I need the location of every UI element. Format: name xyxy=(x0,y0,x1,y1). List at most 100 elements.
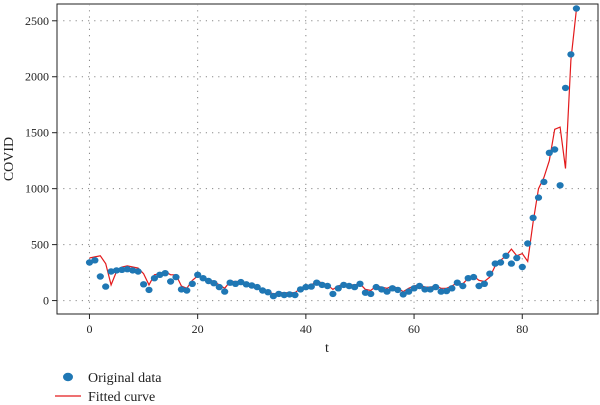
data-point xyxy=(497,259,505,266)
data-point xyxy=(313,279,321,286)
data-point xyxy=(464,275,472,282)
data-point xyxy=(226,279,234,286)
data-point xyxy=(183,287,191,294)
data-point xyxy=(567,51,575,58)
data-point xyxy=(351,283,359,291)
data-point xyxy=(286,291,294,298)
y-axis: 0 500 1000 1500 2000 2500 xyxy=(25,14,57,308)
data-point xyxy=(259,287,267,294)
data-point xyxy=(361,289,369,296)
data-point xyxy=(491,260,499,267)
data-point xyxy=(405,288,413,295)
data-point xyxy=(334,285,342,292)
data-point xyxy=(399,291,407,298)
data-point xyxy=(112,267,121,274)
data-point xyxy=(367,290,375,298)
data-point xyxy=(475,282,483,290)
data-point xyxy=(415,282,424,290)
data-point xyxy=(561,84,570,92)
y-axis-label: COVID xyxy=(2,137,17,181)
x-tick-label: 80 xyxy=(516,322,528,336)
legend-marker-original-data xyxy=(63,372,73,382)
x-tick-label: 20 xyxy=(192,322,204,336)
data-point xyxy=(340,281,348,289)
data-point xyxy=(123,266,131,273)
data-point xyxy=(280,291,288,299)
legend-label-fitted-curve: Fitted curve xyxy=(88,390,155,405)
y-tick-label: 2000 xyxy=(25,70,49,84)
data-point xyxy=(534,194,543,201)
data-point xyxy=(356,280,364,287)
data-point xyxy=(177,286,185,293)
data-point xyxy=(269,292,277,300)
data-point xyxy=(459,282,467,290)
data-point xyxy=(85,259,94,266)
data-point xyxy=(302,283,310,291)
x-axis: 0 20 40 60 80 xyxy=(86,314,528,336)
data-point xyxy=(264,289,272,296)
data-point xyxy=(470,273,478,281)
data-point xyxy=(518,263,526,271)
plot-frame xyxy=(56,3,599,315)
data-point xyxy=(432,283,440,291)
data-point xyxy=(150,275,158,282)
data-point xyxy=(199,275,207,282)
data-point xyxy=(551,146,559,153)
data-point xyxy=(91,257,99,264)
data-point xyxy=(102,283,110,290)
data-point xyxy=(448,285,456,292)
data-point xyxy=(221,288,229,295)
data-point xyxy=(296,286,305,293)
data-point xyxy=(524,240,532,247)
y-tick-label: 2500 xyxy=(25,14,49,28)
data-point xyxy=(231,280,240,287)
data-point xyxy=(107,268,115,275)
data-point xyxy=(145,286,153,294)
x-axis-label: t xyxy=(325,341,329,356)
fitted-curve-line xyxy=(89,9,577,295)
data-point xyxy=(161,270,169,277)
data-point xyxy=(323,282,332,290)
data-point xyxy=(96,273,104,280)
data-point xyxy=(134,268,142,275)
data-point xyxy=(437,288,445,295)
legend-label-original-data: Original data xyxy=(88,371,162,386)
data-point xyxy=(453,279,461,286)
data-point xyxy=(156,271,164,278)
y-tick-label: 1500 xyxy=(25,126,49,140)
data-point xyxy=(215,283,223,291)
y-tick-label: 500 xyxy=(31,238,49,252)
data-point xyxy=(410,285,418,292)
data-point xyxy=(345,282,353,290)
data-point xyxy=(540,178,548,186)
data-point xyxy=(502,252,510,259)
data-point xyxy=(394,286,402,294)
x-tick-label: 60 xyxy=(408,322,420,336)
series-layer xyxy=(85,5,581,300)
data-point xyxy=(172,273,180,281)
data-point xyxy=(556,182,564,189)
data-point xyxy=(242,281,250,288)
data-point xyxy=(194,271,202,278)
grid xyxy=(57,4,598,314)
data-point xyxy=(480,280,488,287)
data-point xyxy=(291,291,299,299)
data-point xyxy=(426,286,434,293)
data-point xyxy=(372,283,380,291)
y-tick-label: 1000 xyxy=(25,182,49,196)
data-point xyxy=(188,280,196,287)
data-point xyxy=(307,283,315,290)
y-tick-label: 0 xyxy=(43,294,49,308)
data-point xyxy=(442,287,451,295)
data-point xyxy=(210,280,218,287)
x-tick-label: 0 xyxy=(86,322,92,336)
data-point xyxy=(383,288,391,295)
legend: Original data Fitted curve xyxy=(55,371,162,405)
x-tick-label: 40 xyxy=(300,322,312,336)
data-point xyxy=(507,260,515,267)
data-point xyxy=(129,267,137,274)
data-point xyxy=(167,278,175,285)
data-point xyxy=(513,254,521,262)
data-point xyxy=(237,278,245,286)
